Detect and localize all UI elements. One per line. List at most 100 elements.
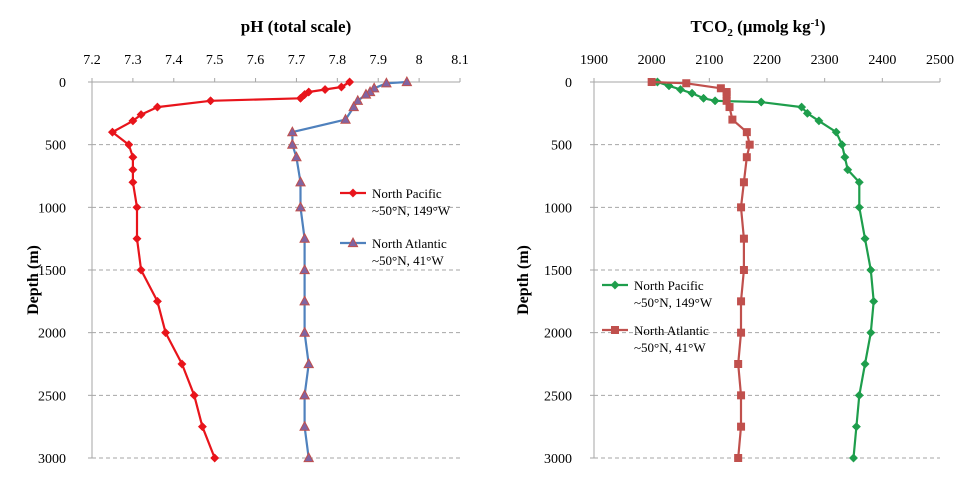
data-point xyxy=(854,202,864,212)
data-point xyxy=(303,451,315,463)
data-point xyxy=(348,101,360,112)
data-point xyxy=(304,87,314,97)
data-point xyxy=(152,296,162,306)
data-point xyxy=(739,234,748,243)
x-tick-label: 7.3 xyxy=(124,53,142,68)
data-point xyxy=(848,453,859,463)
y-tick-label: 2000 xyxy=(38,327,66,342)
legend-marker xyxy=(347,236,359,248)
x-tick-label: 7.8 xyxy=(329,53,347,68)
x-tick-label: 2000 xyxy=(638,53,666,68)
data-point xyxy=(843,165,853,175)
data-point xyxy=(814,116,824,126)
data-point xyxy=(161,328,171,338)
y-tick-label: 2500 xyxy=(38,389,66,404)
data-point xyxy=(725,103,734,112)
legend-marker xyxy=(610,280,620,290)
y-tick-label: 0 xyxy=(565,76,572,91)
data-point xyxy=(722,96,731,105)
data-point xyxy=(737,391,746,400)
data-point xyxy=(299,263,311,275)
data-point xyxy=(128,152,138,162)
data-point xyxy=(854,390,864,400)
data-point xyxy=(854,177,864,187)
data-point xyxy=(299,295,311,306)
data-point xyxy=(152,102,162,112)
data-point xyxy=(295,93,306,103)
legend-entry: North Pacific ~50°N, 149°W xyxy=(340,186,451,218)
x-tick-label: 1900 xyxy=(580,53,608,68)
legend-entry: North Pacific ~50°N, 149°W xyxy=(602,278,713,310)
x-tick-label: 8.1 xyxy=(451,53,469,68)
legend-label: North Pacific xyxy=(372,186,442,201)
data-point xyxy=(303,357,315,369)
x-tick-label: 7.6 xyxy=(247,53,265,68)
data-point xyxy=(210,453,220,463)
series-north-atlantic xyxy=(286,75,413,463)
data-point xyxy=(132,202,142,212)
x-tick-label: 2500 xyxy=(926,53,954,68)
data-point xyxy=(286,138,298,149)
data-point xyxy=(320,84,330,95)
x-tick-label: 2100 xyxy=(695,53,723,68)
data-point xyxy=(286,126,298,137)
data-point xyxy=(869,296,879,306)
data-point xyxy=(734,454,743,462)
data-point xyxy=(742,128,751,137)
legend-sublabel: ~50°N, 41°W xyxy=(372,253,444,268)
legend-entry: North Atlantic ~50°N, 41°W xyxy=(602,323,709,355)
data-point xyxy=(737,328,746,337)
x-tick-label: 7.7 xyxy=(288,53,306,68)
y-axis-label: Depth (m) xyxy=(515,245,532,315)
data-point xyxy=(197,422,207,432)
y-tick-label: 1000 xyxy=(38,201,66,216)
data-point xyxy=(128,116,138,126)
y-tick-label: 1500 xyxy=(38,264,66,279)
data-point xyxy=(745,140,754,149)
data-point xyxy=(189,390,199,400)
y-tick-label: 0 xyxy=(59,76,66,91)
data-point xyxy=(837,140,847,150)
x-tick-label: 2400 xyxy=(868,53,896,68)
data-point xyxy=(107,127,117,137)
y-tick-label: 500 xyxy=(551,139,572,154)
legend-sublabel: ~50°N, 41°W xyxy=(634,340,706,355)
data-point xyxy=(710,96,720,106)
data-point xyxy=(840,152,850,162)
legend-label: North Atlantic xyxy=(372,236,447,251)
data-point xyxy=(734,360,743,368)
y-tick-label: 3000 xyxy=(38,452,66,467)
legend-label: North Atlantic xyxy=(634,323,709,338)
data-point xyxy=(737,203,746,212)
y-tick-label: 1500 xyxy=(544,264,572,279)
data-point xyxy=(352,94,364,105)
data-point xyxy=(860,359,870,369)
data-point xyxy=(299,389,311,400)
x-tick-label: 7.2 xyxy=(83,53,101,68)
ph-chart: 7.2 7.3 7.4 7.5 7.6 7.7 7.8 7.9 8 8.1 0 500 1000 1500… xyxy=(25,17,469,467)
legend-sublabel: ~50°N, 149°W xyxy=(372,203,451,218)
data-point xyxy=(132,234,142,244)
data-point xyxy=(136,110,146,120)
legend-sublabel: ~50°N, 149°W xyxy=(634,295,713,310)
data-point xyxy=(739,178,748,187)
y-axis-label: Depth (m) xyxy=(25,245,42,315)
series-north-pacific xyxy=(652,77,879,463)
x-tick-label: 7.5 xyxy=(206,53,224,68)
data-point xyxy=(295,201,306,212)
series-north-pacific xyxy=(107,77,355,463)
data-point xyxy=(299,326,311,337)
data-point xyxy=(797,102,807,112)
data-point xyxy=(739,266,748,274)
x-tick-label: 8 xyxy=(416,53,423,68)
data-point xyxy=(295,176,306,187)
x-tick-label: 2300 xyxy=(811,53,839,68)
data-point xyxy=(699,93,709,103)
y-tick-label: 1000 xyxy=(544,201,572,216)
data-point xyxy=(380,77,392,88)
data-point xyxy=(860,234,870,244)
data-point xyxy=(124,140,134,150)
data-point xyxy=(742,153,751,162)
data-point xyxy=(401,75,413,87)
